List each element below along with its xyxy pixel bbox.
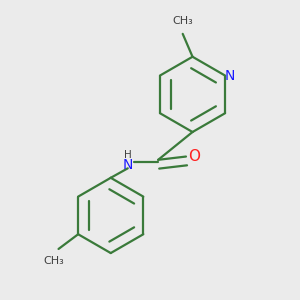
Text: CH₃: CH₃: [172, 16, 193, 26]
Text: H: H: [124, 150, 132, 160]
Text: CH₃: CH₃: [43, 256, 64, 266]
Text: N: N: [224, 69, 235, 82]
Text: N: N: [123, 158, 133, 172]
Text: O: O: [188, 149, 200, 164]
